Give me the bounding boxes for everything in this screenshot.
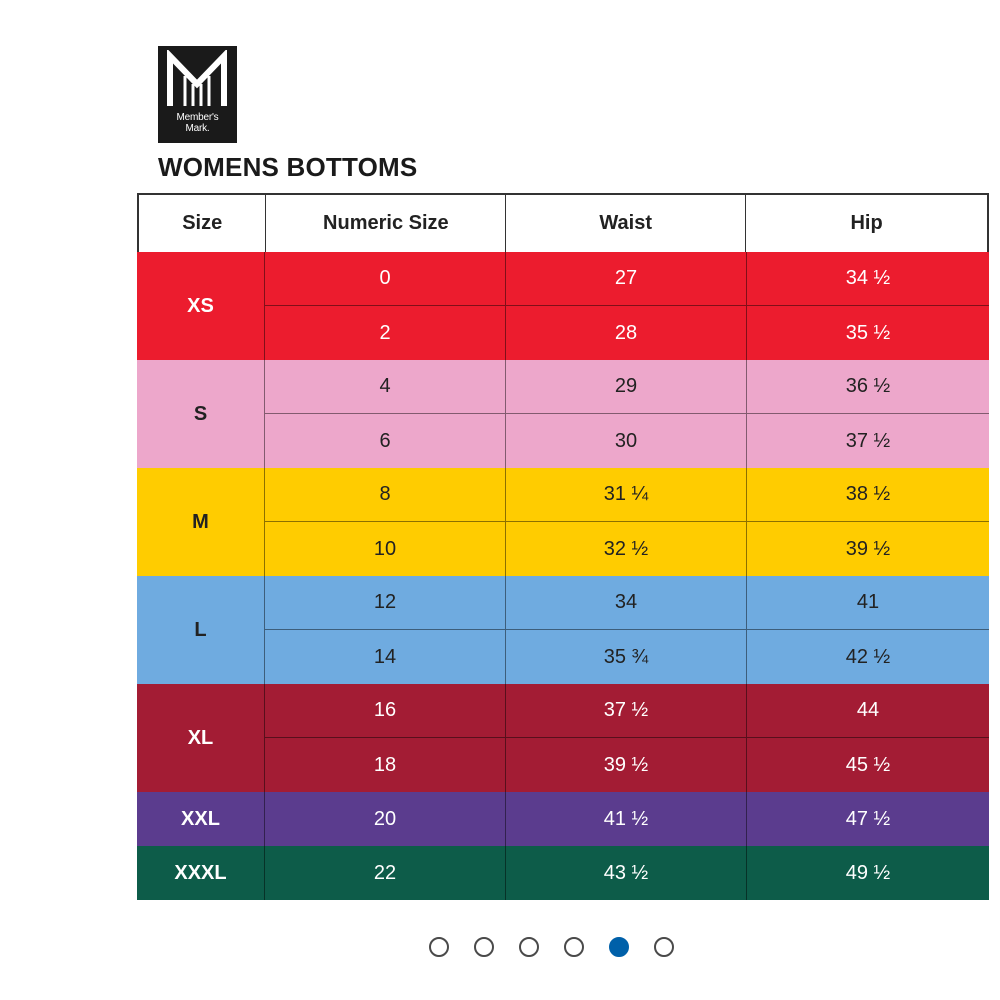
waist-cell: 32 ½ bbox=[506, 522, 747, 576]
waist-cell: 31 ¼ bbox=[506, 468, 747, 521]
table-row: 18 39 ½ 45 ½ bbox=[265, 738, 989, 792]
table-row: 20 41 ½ 47 ½ bbox=[265, 792, 989, 846]
table-header-row: Size Numeric Size Waist Hip bbox=[137, 193, 989, 252]
numeric-size-cell: 10 bbox=[265, 522, 506, 576]
waist-cell: 27 bbox=[506, 252, 747, 305]
header-hip: Hip bbox=[850, 212, 883, 234]
hip-cell: 47 ½ bbox=[845, 807, 891, 830]
hip-cell: 42 ½ bbox=[845, 645, 891, 668]
numeric-size-cell: 12 bbox=[265, 576, 506, 629]
size-group-4: XL 16 37 ½ 44 18 39 ½ 45 ½ bbox=[137, 684, 989, 792]
carousel-dot-2[interactable] bbox=[474, 937, 494, 957]
chart-title: WOMENS BOTTOMS bbox=[158, 152, 418, 182]
size-group-3: L 12 34 41 14 35 ¾ 42 ½ bbox=[137, 576, 989, 684]
table-row: 4 29 36 ½ bbox=[265, 360, 989, 414]
size-group-2: M 8 31 ¼ 38 ½ 10 32 ½ 39 ½ bbox=[137, 468, 989, 576]
numeric-size-cell: 0 bbox=[265, 252, 506, 305]
header-numeric-size: Numeric Size bbox=[266, 195, 507, 252]
hip-cell: 41 bbox=[856, 591, 880, 613]
size-label: XXXL bbox=[137, 846, 265, 900]
hip-cell: 38 ½ bbox=[845, 483, 891, 505]
waist-cell: 35 ¾ bbox=[506, 630, 747, 684]
hip-cell: 39 ½ bbox=[845, 537, 891, 560]
numeric-size-cell: 14 bbox=[265, 630, 506, 684]
numeric-size-cell: 6 bbox=[265, 414, 506, 468]
carousel-dot-6[interactable] bbox=[654, 937, 674, 957]
numeric-size-cell: 18 bbox=[265, 738, 506, 792]
size-group-5: XXL 20 41 ½ 47 ½ bbox=[137, 792, 989, 846]
waist-cell: 41 ½ bbox=[506, 792, 747, 846]
size-label: L bbox=[137, 576, 265, 684]
carousel-dot-1[interactable] bbox=[429, 937, 449, 957]
table-row: 2 28 35 ½ bbox=[265, 306, 989, 360]
hip-cell: 44 bbox=[856, 699, 880, 721]
waist-cell: 28 bbox=[506, 306, 747, 360]
hip-cell: 34 ½ bbox=[845, 267, 891, 289]
size-chart-table: Size Numeric Size Waist Hip XS 0 27 34 ½ 2 28… bbox=[137, 193, 989, 901]
header-waist: Waist bbox=[506, 195, 747, 252]
hip-cell: 37 ½ bbox=[845, 429, 891, 452]
numeric-size-cell: 20 bbox=[265, 792, 506, 846]
waist-cell: 34 bbox=[506, 576, 747, 629]
size-label: M bbox=[137, 468, 265, 576]
carousel-indicator bbox=[429, 937, 674, 957]
carousel-dot-5[interactable] bbox=[609, 937, 629, 957]
numeric-size-cell: 4 bbox=[265, 360, 506, 413]
size-label: XXL bbox=[137, 792, 265, 846]
table-row: 14 35 ¾ 42 ½ bbox=[265, 630, 989, 684]
table-row: 10 32 ½ 39 ½ bbox=[265, 522, 989, 576]
logo-text-line1: Member's bbox=[176, 112, 219, 123]
size-group-6: XXXL 22 43 ½ 49 ½ bbox=[137, 846, 989, 900]
size-label: XS bbox=[137, 252, 265, 360]
waist-cell: 29 bbox=[506, 360, 747, 413]
hip-cell: 49 ½ bbox=[845, 861, 891, 884]
waist-cell: 37 ½ bbox=[506, 684, 747, 737]
numeric-size-cell: 22 bbox=[265, 846, 506, 900]
waist-cell: 39 ½ bbox=[506, 738, 747, 792]
size-label: S bbox=[137, 360, 265, 468]
size-group-0: XS 0 27 34 ½ 2 28 35 ½ bbox=[137, 252, 989, 360]
table-row: 8 31 ¼ 38 ½ bbox=[265, 468, 989, 522]
numeric-size-cell: 2 bbox=[265, 306, 506, 360]
table-row: 6 30 37 ½ bbox=[265, 414, 989, 468]
numeric-size-cell: 8 bbox=[265, 468, 506, 521]
hip-cell: 35 ½ bbox=[845, 321, 891, 344]
hip-cell: 45 ½ bbox=[845, 753, 891, 776]
hip-cell: 36 ½ bbox=[845, 375, 891, 397]
numeric-size-cell: 16 bbox=[265, 684, 506, 737]
table-row: 16 37 ½ 44 bbox=[265, 684, 989, 738]
table-row: 22 43 ½ 49 ½ bbox=[265, 846, 989, 900]
carousel-dot-3[interactable] bbox=[519, 937, 539, 957]
table-row: 12 34 41 bbox=[265, 576, 989, 630]
logo-text-line2: Mark. bbox=[185, 123, 210, 134]
members-mark-logo: Member's Mark. bbox=[158, 46, 237, 143]
m-logo-icon bbox=[167, 50, 227, 106]
waist-cell: 30 bbox=[506, 414, 747, 468]
table-row: 0 27 34 ½ bbox=[265, 252, 989, 306]
waist-cell: 43 ½ bbox=[506, 846, 747, 900]
header-size: Size bbox=[139, 195, 267, 252]
size-label: XL bbox=[137, 684, 265, 792]
size-group-1: S 4 29 36 ½ 6 30 37 ½ bbox=[137, 360, 989, 468]
carousel-dot-4[interactable] bbox=[564, 937, 584, 957]
